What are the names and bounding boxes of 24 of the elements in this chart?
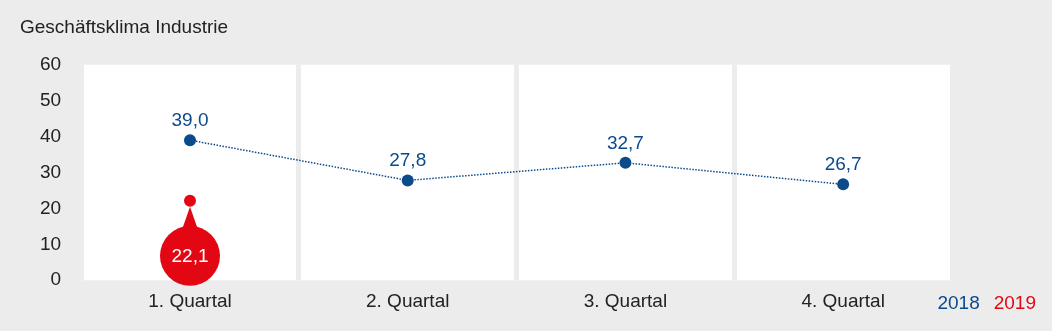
point [837, 178, 850, 191]
y-tick-label: 50 [39, 88, 62, 110]
data-label: 22,1 [171, 245, 209, 267]
text: 2019 [993, 292, 1036, 314]
y-tick-label: 60 [39, 53, 62, 75]
data-label: 32,7 [606, 131, 644, 153]
x-tick-label: 2. Quartal [365, 289, 450, 311]
y-tick-label: 30 [39, 160, 62, 182]
y-tick-label: 20 [39, 196, 62, 218]
y-tick-label: 0 [50, 268, 62, 290]
data-label: 26,7 [824, 153, 862, 175]
data-label: 27,8 [389, 149, 427, 171]
point [183, 194, 196, 207]
x-tick-label: 4. Quartal [801, 289, 885, 311]
chart-title: Geschäftsklima Industrie [20, 15, 229, 37]
text: 2018 [937, 292, 980, 314]
y-tick-label: 40 [39, 124, 62, 146]
point [619, 156, 632, 169]
point [183, 134, 196, 147]
point [401, 174, 414, 187]
x-tick-label: 1. Quartal [148, 289, 232, 311]
data-label: 39,0 [171, 108, 209, 130]
x-tick-label: 3. Quartal [583, 289, 668, 311]
y-tick-label: 10 [39, 232, 62, 254]
